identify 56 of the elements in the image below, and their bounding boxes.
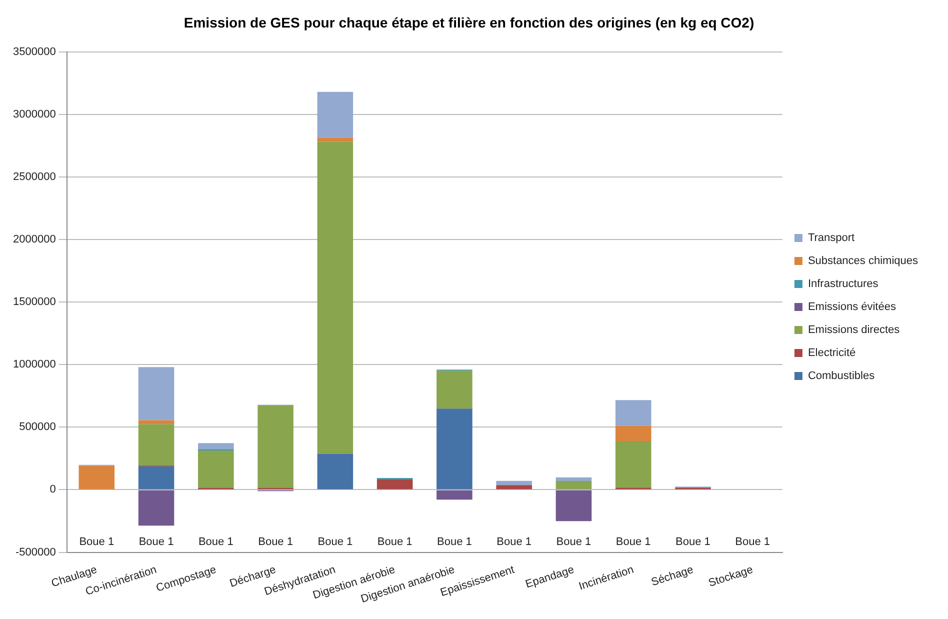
annotation: Boue 1 — [198, 536, 234, 548]
y-tick-label: 0 — [50, 484, 56, 496]
y-tick-label: -500000 — [15, 546, 56, 558]
y-tick-label: 1500000 — [12, 296, 56, 308]
legend-label: Emissions évitées — [808, 301, 896, 314]
annotation: Boue 1 — [735, 536, 770, 548]
legend-label: Infrastructures — [808, 278, 879, 290]
annotation: Boue 1 — [616, 536, 651, 548]
bar — [198, 443, 234, 450]
bar — [78, 466, 115, 490]
bar — [615, 426, 652, 442]
annotation: Boue 1 — [676, 536, 710, 548]
bar — [436, 370, 472, 409]
bar — [556, 477, 592, 481]
x-tick-label: Séchage — [650, 564, 695, 589]
y-tick-label: 3000000 — [12, 108, 56, 120]
bar — [496, 480, 532, 486]
y-tick-label: 500000 — [19, 421, 56, 434]
bar — [615, 400, 652, 426]
bar — [138, 420, 174, 424]
bar — [317, 138, 354, 142]
bar — [317, 142, 354, 454]
bar — [198, 450, 234, 488]
y-tick-label: 2000000 — [12, 234, 56, 246]
bar — [376, 479, 413, 490]
annotation: Boue 1 — [377, 536, 412, 548]
bar — [138, 424, 174, 466]
bar — [556, 490, 592, 522]
bar — [138, 490, 174, 526]
y-tick-label: 1000000 — [12, 358, 56, 371]
bar — [615, 441, 652, 488]
legend-label: Substances chimiques — [808, 255, 918, 268]
chart-title: Emission de GES pour chaque étape et filière en fonction des origines (en kg eq CO2) — [184, 14, 754, 30]
annotation: Boue 1 — [437, 536, 472, 548]
bar — [317, 92, 354, 138]
bar — [138, 466, 174, 490]
bar — [258, 405, 294, 488]
bar — [317, 454, 354, 490]
annotation: Boue 1 — [79, 536, 114, 548]
bar — [496, 485, 532, 490]
bar — [436, 408, 472, 490]
annotation: Boue 1 — [138, 536, 174, 548]
annotation: Boue 1 — [496, 536, 532, 548]
bar — [138, 367, 174, 420]
legend-label: Combustibles — [808, 370, 876, 382]
bar — [436, 490, 472, 500]
legend-label: Transport — [808, 232, 855, 244]
annotation: Boue 1 — [556, 536, 592, 548]
legend-label: Electricité — [808, 347, 856, 360]
annotation: Boue 1 — [318, 536, 353, 548]
x-tick-label: Stockage — [707, 564, 754, 590]
annotation: Boue 1 — [258, 536, 293, 548]
y-tick-label: 3500000 — [12, 46, 56, 58]
legend-label: Emissions directes — [808, 324, 900, 336]
y-tick-label: 2500000 — [12, 170, 56, 183]
bar — [556, 480, 592, 490]
